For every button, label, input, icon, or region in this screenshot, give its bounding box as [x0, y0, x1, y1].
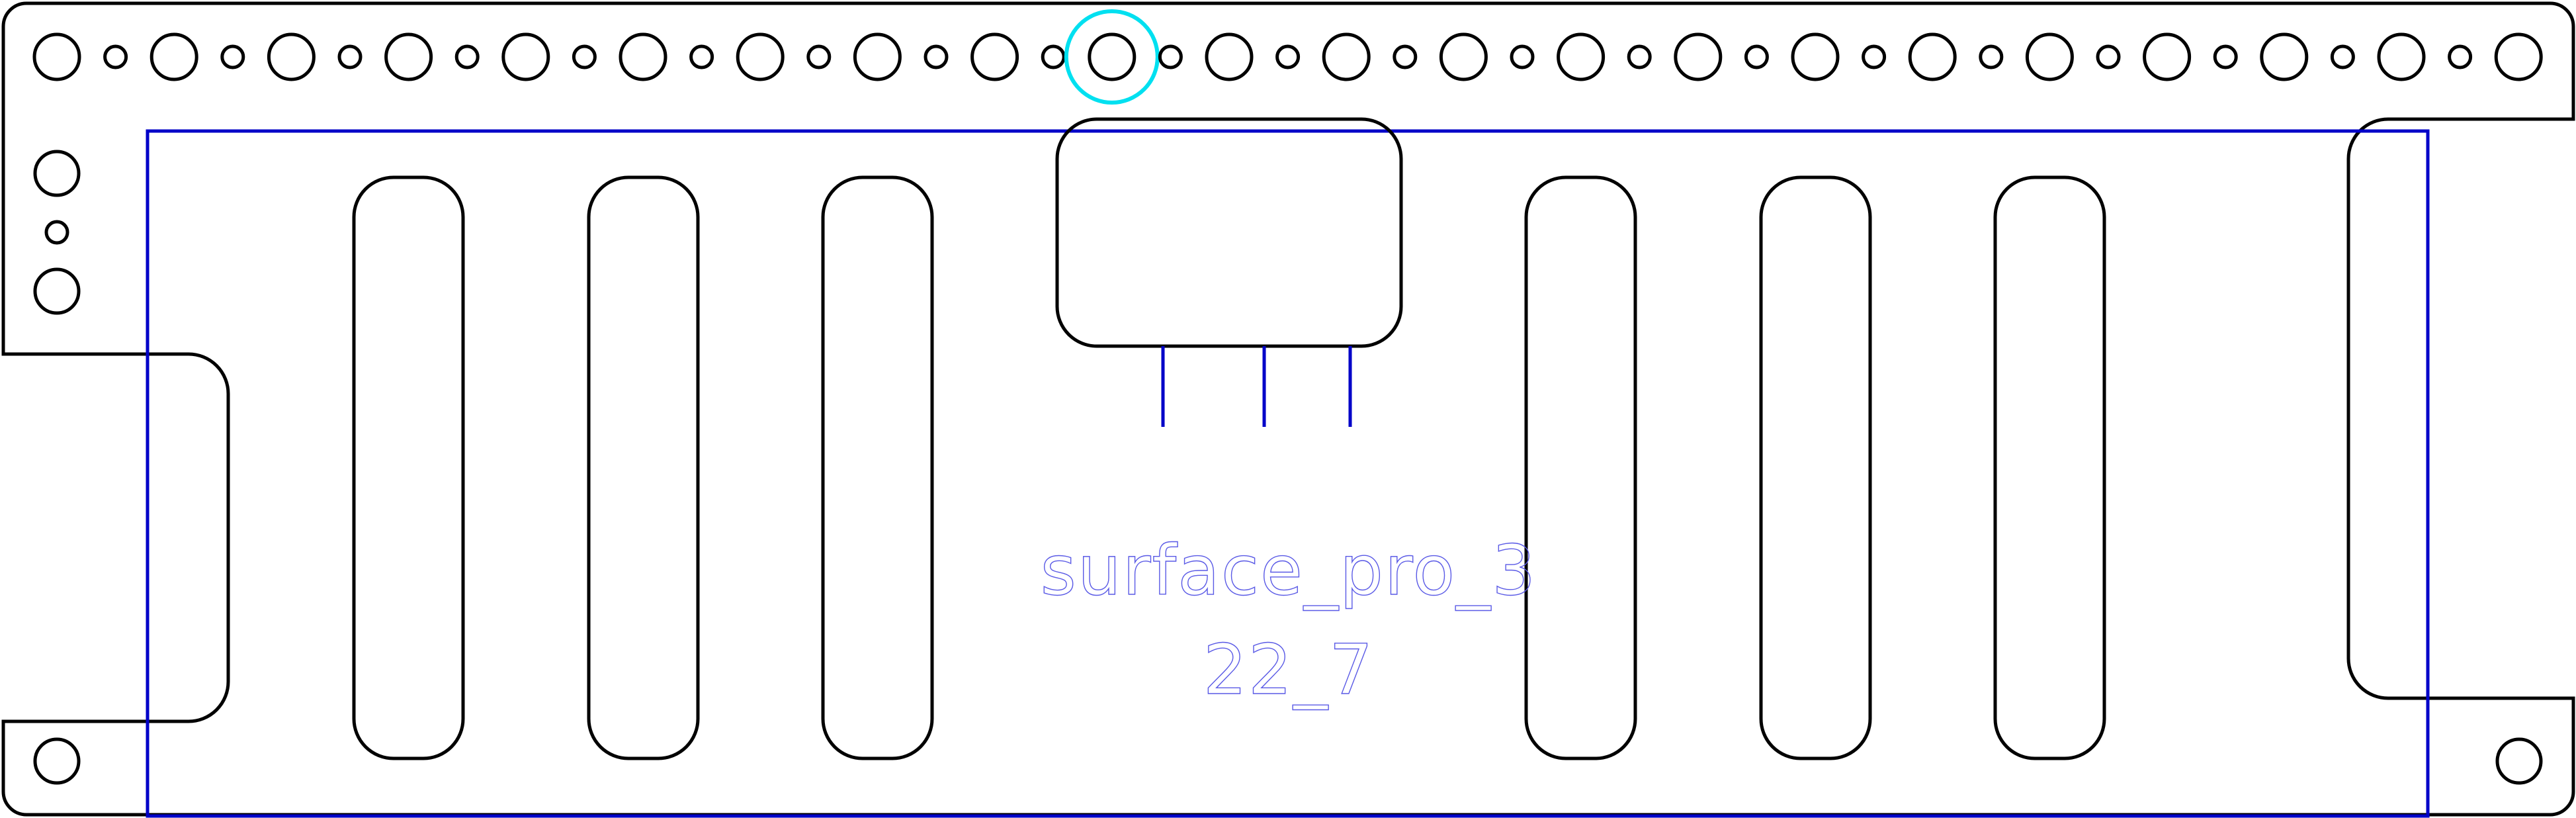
- top-hole-small: [103, 44, 128, 69]
- top-hole-row: [32, 9, 2543, 105]
- slot-group: [352, 175, 2106, 760]
- top-hole-large: [1205, 32, 1254, 81]
- side-hole-group: [33, 150, 81, 315]
- top-hole-large: [2377, 32, 2426, 81]
- top-hole-small: [1041, 44, 1066, 69]
- top-hole-large: [1439, 32, 1488, 81]
- top-hole-small: [1627, 44, 1652, 69]
- top-hole-small: [572, 44, 597, 69]
- top-hole-large: [2494, 32, 2543, 81]
- top-hole-large: [853, 32, 902, 81]
- top-hole-large: [1557, 32, 1606, 81]
- top-hole-small: [1158, 44, 1183, 69]
- slot: [1524, 175, 1637, 760]
- top-hole-large: [2260, 32, 2309, 81]
- engraved-label-name: surface_pro_3: [1041, 530, 1537, 611]
- top-hole-small: [337, 44, 363, 69]
- top-hole-small: [1979, 44, 2004, 69]
- top-hole-small: [2096, 44, 2121, 69]
- top-hole-small: [689, 44, 714, 69]
- top-hole-small: [2213, 44, 2238, 69]
- top-hole-large: [150, 32, 198, 81]
- slot: [1759, 175, 1872, 760]
- top-hole-small: [1862, 44, 1887, 69]
- slot: [587, 175, 700, 760]
- top-hole-small: [1744, 44, 1769, 69]
- top-hole-large: [267, 32, 316, 81]
- corner-hole-right: [2495, 737, 2543, 785]
- top-hole-large: [619, 32, 667, 81]
- top-hole-large: [501, 32, 550, 81]
- slot: [1993, 175, 2106, 760]
- connector-pins: [1161, 346, 1352, 427]
- slot: [352, 175, 465, 760]
- top-hole-large: [970, 32, 1019, 81]
- side-hole-large: [33, 150, 81, 197]
- corner-hole-left: [33, 737, 81, 785]
- top-hole-large: [1908, 32, 1957, 81]
- top-hole-large: [384, 32, 433, 81]
- top-hole-small: [454, 44, 480, 69]
- top-hole-small: [2448, 44, 2473, 69]
- top-hole-small: [806, 44, 832, 69]
- top-hole-small: [1510, 44, 1535, 69]
- top-hole-large: [32, 32, 81, 81]
- slot: [821, 175, 934, 760]
- selection-highlight-circle[interactable]: [1064, 9, 1160, 105]
- layout-frame: [146, 129, 2430, 818]
- top-hole-large: [2143, 32, 2192, 81]
- top-hole-small: [1393, 44, 1418, 69]
- side-hole-large: [33, 267, 81, 315]
- engraved-label-code: 22_7: [1203, 629, 1375, 710]
- top-hole-small: [923, 44, 949, 69]
- top-hole-large: [2025, 32, 2074, 81]
- side-hole-small: [44, 220, 69, 245]
- top-hole-large: [1791, 32, 1840, 81]
- top-hole-large: [1088, 32, 1137, 81]
- top-hole-large: [1674, 32, 1723, 81]
- top-hole-large: [736, 32, 785, 81]
- top-hole-small: [220, 44, 245, 69]
- top-hole-small: [2330, 44, 2355, 69]
- connector-window: [1055, 117, 1403, 348]
- top-hole-small: [1275, 44, 1301, 69]
- top-hole-large: [1322, 32, 1371, 81]
